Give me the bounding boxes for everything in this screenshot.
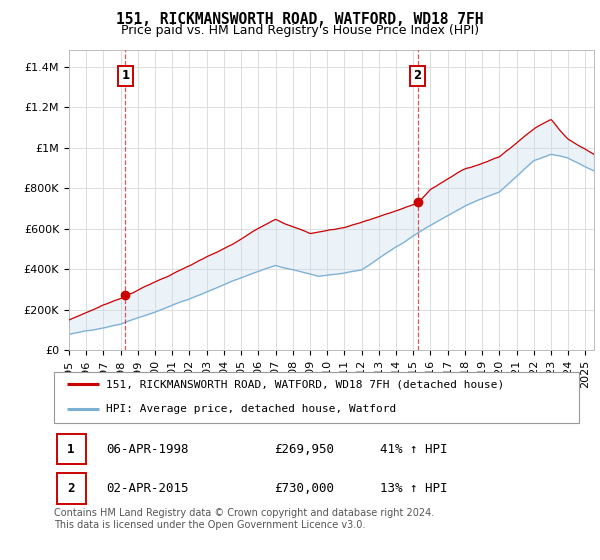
Text: Price paid vs. HM Land Registry's House Price Index (HPI): Price paid vs. HM Land Registry's House … <box>121 24 479 36</box>
Text: 1: 1 <box>121 69 130 82</box>
FancyBboxPatch shape <box>56 434 86 464</box>
Text: 2: 2 <box>413 69 422 82</box>
Text: 02-APR-2015: 02-APR-2015 <box>107 482 189 495</box>
FancyBboxPatch shape <box>56 473 86 503</box>
Text: 1: 1 <box>67 442 75 456</box>
Text: £269,950: £269,950 <box>275 442 335 456</box>
Text: 13% ↑ HPI: 13% ↑ HPI <box>380 482 447 495</box>
Text: Contains HM Land Registry data © Crown copyright and database right 2024.
This d: Contains HM Land Registry data © Crown c… <box>54 508 434 530</box>
Text: 2: 2 <box>67 482 75 495</box>
Text: 151, RICKMANSWORTH ROAD, WATFORD, WD18 7FH (detached house): 151, RICKMANSWORTH ROAD, WATFORD, WD18 7… <box>107 380 505 390</box>
Text: 151, RICKMANSWORTH ROAD, WATFORD, WD18 7FH: 151, RICKMANSWORTH ROAD, WATFORD, WD18 7… <box>116 12 484 27</box>
Text: 41% ↑ HPI: 41% ↑ HPI <box>380 442 447 456</box>
Text: 06-APR-1998: 06-APR-1998 <box>107 442 189 456</box>
Text: HPI: Average price, detached house, Watford: HPI: Average price, detached house, Watf… <box>107 404 397 414</box>
Text: £730,000: £730,000 <box>275 482 335 495</box>
